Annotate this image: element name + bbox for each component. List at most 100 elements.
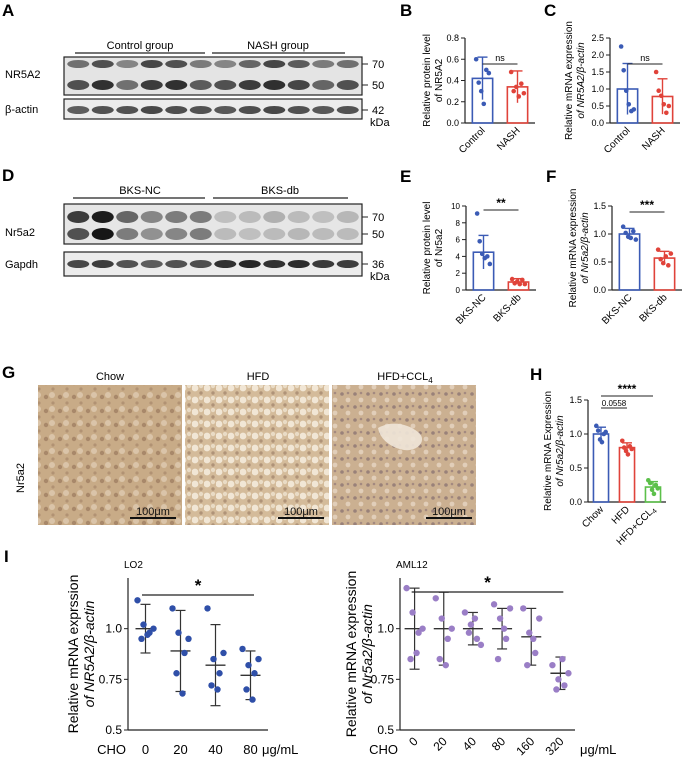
data-point [481, 101, 487, 107]
data-point [403, 584, 410, 592]
data-point [520, 605, 527, 612]
marker-42-a: 42 [372, 105, 384, 117]
data-point [249, 696, 256, 703]
data-point [618, 44, 624, 49]
y-tick-label: 6 [456, 236, 461, 245]
histology-texture-hfd-ccl4 [332, 385, 476, 525]
y-tick-label: 0.6 [446, 54, 459, 64]
data-point [210, 655, 217, 663]
data-point [479, 251, 485, 257]
blot-band [165, 60, 188, 68]
marker-50-d: 50 [372, 229, 384, 241]
blot-protein-a [63, 56, 363, 96]
data-point [655, 486, 661, 491]
y-axis-label: Relative mRNA expressionof NR5A2/β-actin [564, 21, 587, 140]
y-tick-label: 0.5 [569, 463, 582, 473]
data-point [179, 690, 186, 697]
y-tick-label: 0.0 [591, 118, 604, 128]
data-point [653, 482, 659, 488]
data-point [442, 661, 449, 669]
x-tick-label: 320 [542, 734, 566, 758]
data-point [666, 103, 672, 109]
bands-protein-d [67, 211, 359, 240]
blot-band [165, 80, 188, 90]
data-point [593, 423, 599, 429]
blot-band [116, 211, 139, 223]
blot-band [91, 228, 114, 240]
data-point [513, 84, 519, 90]
data-point [553, 686, 560, 693]
data-point [524, 661, 531, 669]
y-axis-label: Relative mRNA expressionof Nr5a2/β-actin [343, 571, 375, 738]
data-point [536, 615, 543, 622]
data-point [486, 70, 492, 76]
marker-70-d: 70 [372, 212, 384, 224]
chart-c: C 0.0 0.5 1.0 1.5 2.0 2.5 Relative mRNA express… [544, 1, 680, 156]
blot-band [91, 60, 114, 68]
blot-band [91, 106, 114, 114]
marker-50-a: 50 [372, 80, 384, 92]
histology-texture-chow [38, 385, 182, 525]
data-point [239, 645, 246, 653]
panel-a: A Control group NASH group NR5A2 β-actin… [2, 1, 390, 129]
blot-band [116, 106, 139, 114]
blot-band [238, 228, 261, 240]
y-axis-label: Relative protein levelof NR5A2 [422, 34, 445, 127]
data-point [649, 487, 655, 493]
x-axis-prefix: CHO [97, 742, 126, 757]
blot-band [67, 228, 90, 240]
blot-band [189, 60, 212, 68]
data-point [413, 649, 420, 657]
panel-g: G Nr5a2 Chow 100μm HFD 100μm HFD+CCL4 10… [2, 363, 476, 525]
data-point [245, 661, 252, 669]
y-tick-label: 10 [451, 202, 460, 211]
panel-letter-g: G [2, 363, 15, 382]
x-axis-unit: μg/mL [262, 742, 298, 757]
x-tick-label: NASH [495, 125, 522, 152]
data-point [138, 635, 145, 642]
significance-pvalue: 0.0558 [602, 399, 627, 408]
data-point [251, 670, 258, 677]
x-tick-label: 0 [406, 734, 421, 749]
blot-band [140, 60, 163, 68]
blot-band [336, 228, 359, 240]
significance-label: * [195, 576, 202, 595]
blot-band [67, 80, 90, 90]
significance-label: ns [495, 53, 505, 63]
data-point [140, 621, 147, 628]
x-tick-label: NASH [640, 125, 667, 152]
data-point [660, 260, 666, 266]
blot-band [312, 260, 335, 268]
x-tick-label: BKS-db [637, 292, 669, 324]
x-tick-label: BKS-NC [454, 292, 489, 327]
blot-band [287, 60, 310, 68]
data-point [415, 629, 422, 636]
blot-control-a [63, 98, 363, 120]
data-point [633, 237, 639, 242]
blot-band [165, 260, 188, 268]
data-point [647, 480, 653, 486]
y-tick-label: 1.0 [569, 429, 582, 439]
blot-protein-d [63, 203, 363, 245]
group-label-nash: NASH group [247, 40, 309, 52]
blot-band [336, 80, 359, 90]
bar [618, 233, 641, 291]
blot-band [238, 80, 261, 90]
panel-letter-a: A [2, 1, 14, 20]
blot-band [165, 228, 188, 240]
y-tick-label: 0.5 [591, 101, 604, 111]
x-tick-label: Control [602, 125, 633, 156]
blot-band [140, 80, 163, 90]
data-point [658, 93, 664, 99]
histology-title-hfd-ccl4: HFD+CCL4 [377, 371, 433, 385]
data-point [502, 635, 510, 642]
data-point [169, 605, 176, 612]
data-point [656, 88, 661, 93]
blot-band [287, 211, 310, 223]
y-tick-label: 0.0 [446, 118, 459, 128]
x-axis-unit: μg/mL [580, 742, 616, 757]
bands-protein-a [67, 60, 359, 90]
